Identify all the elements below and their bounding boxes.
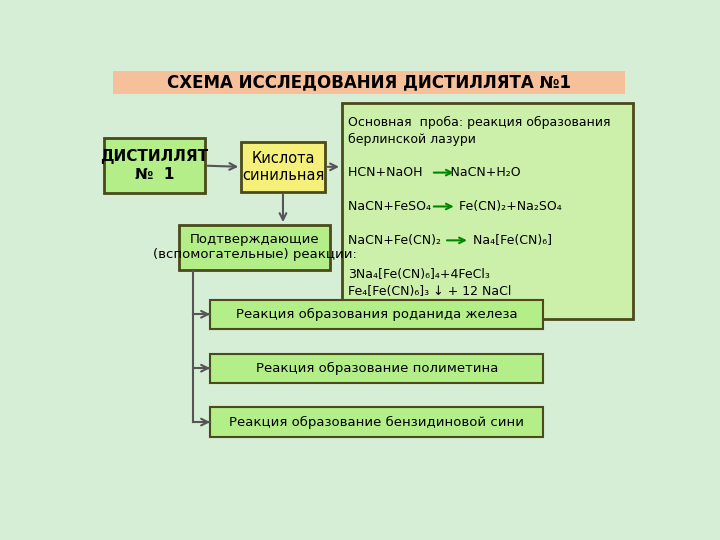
- Bar: [210, 354, 544, 383]
- Text: NaCN+FeSO₄       Fe(CN)₂+Na₂SO₄: NaCN+FeSO₄ Fe(CN)₂+Na₂SO₄: [348, 200, 562, 213]
- Text: СХЕМА ИССЛЕДОВАНИЯ ДИСТИЛЛЯТА №1: СХЕМА ИССЛЕДОВАНИЯ ДИСТИЛЛЯТА №1: [167, 73, 571, 91]
- Text: Реакция образования роданида железа: Реакция образования роданида железа: [236, 308, 518, 321]
- Text: Реакция образование бензидиновой сини: Реакция образование бензидиновой сини: [229, 416, 524, 429]
- Text: берлинской лазури: берлинской лазури: [348, 132, 476, 146]
- Bar: [342, 103, 632, 319]
- Text: NaCN+Fe(CN)₂        Na₄[Fe(CN)₆]: NaCN+Fe(CN)₂ Na₄[Fe(CN)₆]: [348, 234, 552, 247]
- Text: Реакция образование полиметина: Реакция образование полиметина: [256, 362, 498, 375]
- Bar: [179, 225, 330, 269]
- Text: Кислота
синильная: Кислота синильная: [242, 151, 324, 183]
- Bar: [210, 408, 544, 437]
- Bar: [241, 142, 325, 192]
- Text: Fe₄[Fe(CN)₆]₃ ↓ + 12 NaCl: Fe₄[Fe(CN)₆]₃ ↓ + 12 NaCl: [348, 285, 511, 298]
- Bar: [113, 71, 625, 94]
- Text: Подтверждающие
(вспомогательные) реакции:: Подтверждающие (вспомогательные) реакции…: [153, 233, 356, 261]
- Text: Основная  проба: реакция образования: Основная проба: реакция образования: [348, 116, 611, 129]
- Text: 3Na₄[Fe(CN)₆]₄+4FeCl₃: 3Na₄[Fe(CN)₆]₄+4FeCl₃: [348, 268, 490, 281]
- Text: ДИСТИЛЛЯТ
№  1: ДИСТИЛЛЯТ № 1: [100, 150, 208, 182]
- Bar: [210, 300, 544, 329]
- Bar: [104, 138, 204, 193]
- Text: HCN+NaOH       NaCN+H₂O: HCN+NaOH NaCN+H₂O: [348, 166, 521, 179]
